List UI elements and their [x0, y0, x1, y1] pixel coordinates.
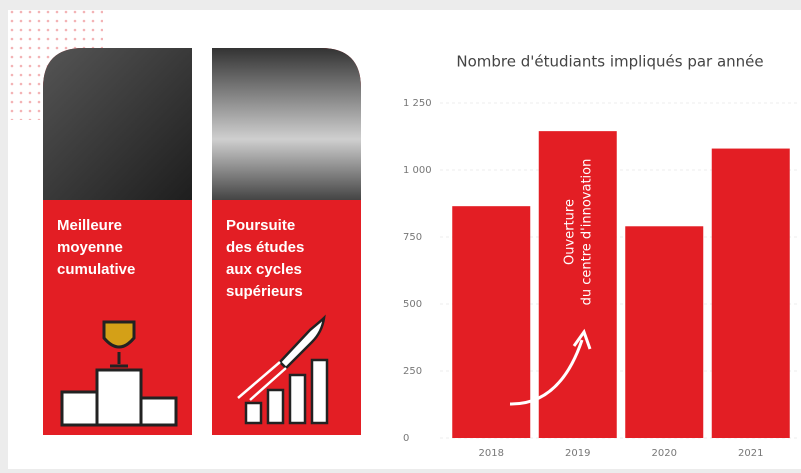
card-text: Poursuite	[226, 217, 295, 234]
card-text: supérieurs	[226, 283, 303, 300]
x-tick-label: 2020	[652, 448, 677, 459]
card-text: Meilleure	[57, 217, 122, 234]
y-tick-label: 750	[403, 232, 422, 243]
y-tick-label: 1 000	[403, 165, 432, 176]
card-text: des études	[226, 239, 304, 256]
bar	[712, 149, 790, 438]
card-text: cumulative	[57, 261, 135, 278]
photo	[212, 48, 361, 200]
annotation: du centre d'innovation	[579, 159, 594, 306]
x-tick-label: 2018	[479, 448, 504, 459]
page: Meilleure moyenne cumulative Poursuite des é…	[0, 0, 801, 469]
annotation: Ouverture	[562, 199, 577, 265]
card-text: aux cycles	[226, 261, 302, 278]
y-tick-label: 0	[403, 433, 409, 444]
y-tick-label: 1 250	[403, 98, 432, 109]
y-tick-label: 500	[403, 299, 422, 310]
y-tick-label: 250	[403, 366, 422, 377]
card-text: moyenne	[57, 239, 123, 256]
chart-title: Nombre d'étudiants impliqués par année	[456, 53, 763, 71]
x-tick-label: 2021	[738, 448, 763, 459]
photo	[43, 48, 192, 200]
bar	[625, 226, 703, 438]
x-tick-label: 2019	[565, 448, 590, 459]
